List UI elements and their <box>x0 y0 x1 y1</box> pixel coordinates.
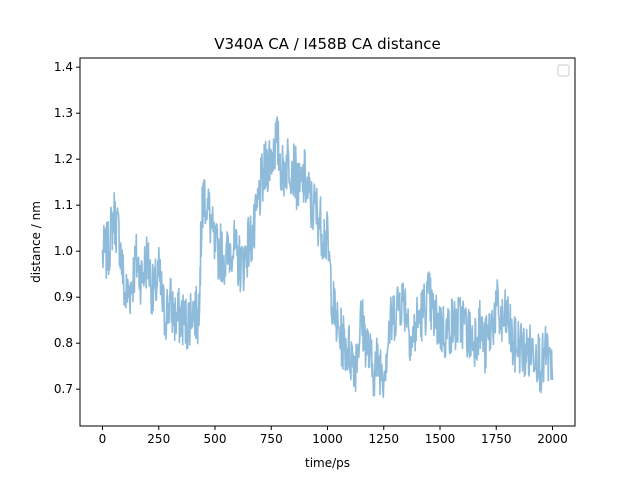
y-tick-label: 0.7 <box>54 382 73 396</box>
x-axis-label: time/ps <box>305 456 350 470</box>
y-tick-label: 0.8 <box>54 336 73 350</box>
chart-title: V340A CA / I458B CA distance <box>214 35 440 53</box>
y-tick-label: 0.9 <box>54 290 73 304</box>
y-tick-label: 1.1 <box>54 198 73 212</box>
y-tick-label: 1.2 <box>54 152 73 166</box>
y-axis: 0.7 0.8 0.9 1.0 1.1 1.2 1.3 1.4 <box>54 60 80 396</box>
series-line <box>101 116 554 399</box>
x-tick-label: 1750 <box>481 432 512 446</box>
plot-area <box>79 57 576 427</box>
x-tick-label: 250 <box>147 432 170 446</box>
x-tick-label: 750 <box>260 432 283 446</box>
series-layer <box>101 116 554 399</box>
legend-box <box>557 64 570 77</box>
x-axis: 0 250 500 750 1000 1250 1500 1750 2000 <box>99 426 568 446</box>
x-tick-label: 500 <box>204 432 227 446</box>
x-tick-label: 0 <box>99 432 107 446</box>
x-tick-label: 1500 <box>425 432 456 446</box>
y-tick-label: 1.4 <box>54 60 73 74</box>
x-tick-label: 2000 <box>537 432 568 446</box>
y-axis-label: distance / nm <box>29 201 43 283</box>
y-tick-label: 1.0 <box>54 244 73 258</box>
x-tick-label: 1250 <box>368 432 399 446</box>
y-tick-label: 1.3 <box>54 106 73 120</box>
x-tick-label: 1000 <box>312 432 343 446</box>
